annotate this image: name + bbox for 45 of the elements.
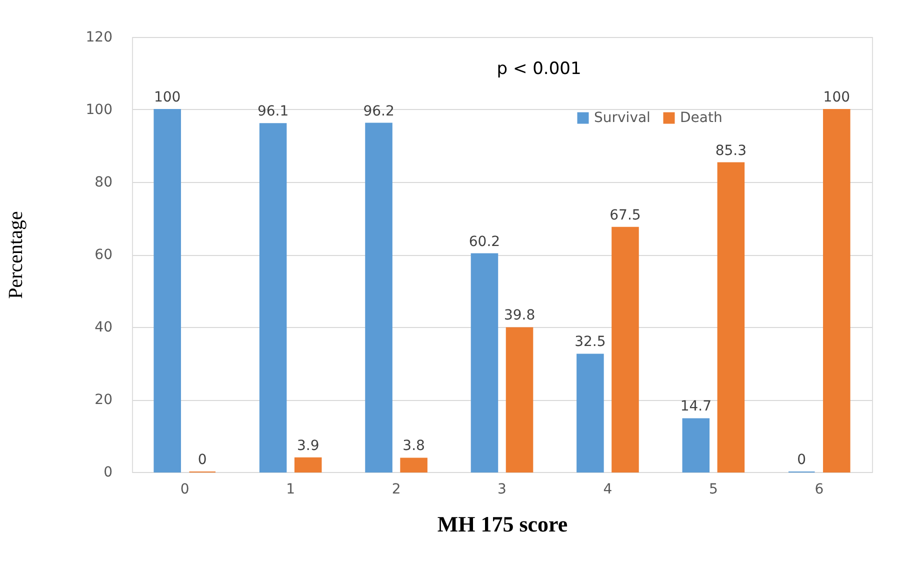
y-tick-label: 100 [86,102,112,118]
x-tick-label: 0 [180,482,190,498]
bar [400,458,428,472]
bar [682,418,710,472]
data-label: 67.5 [610,207,641,224]
x-tick-label: 2 [392,482,401,498]
legend-label: Survival [594,110,650,126]
bar [576,354,604,472]
data-label: 3.8 [402,438,425,454]
y-tick-label: 60 [94,247,112,263]
data-label: 96.1 [257,104,289,120]
y-tick-label: 80 [94,174,112,190]
y-tick-label: 0 [104,464,112,480]
data-label: 96.2 [363,103,394,120]
x-tick-label: 6 [814,482,824,498]
x-tick-label: 5 [708,482,718,498]
x-axis-title: MH 175 score [437,512,568,536]
data-label: 32.5 [574,334,606,350]
y-tick-label: 20 [94,392,112,408]
data-label: 3.9 [296,438,320,454]
bar [294,457,322,472]
bar [612,226,639,472]
data-label: 0 [797,452,806,468]
bar [717,162,745,472]
bar [470,253,498,472]
annotation: p < 0.001 [496,59,582,79]
data-label: 60.2 [468,234,500,250]
data-label: 85.3 [715,142,747,159]
bar [506,327,534,472]
legend-label: Death [680,110,722,126]
y-tick-label: 40 [94,320,112,336]
y-axis-title: Percentage [4,211,27,299]
data-label: 39.8 [504,308,536,324]
y-tick-label: 120 [86,30,112,46]
x-tick-label: 1 [286,482,296,498]
x-tick-label: 3 [498,482,506,498]
bar [823,109,850,472]
bar [154,109,181,472]
data-label: 100 [154,90,181,106]
data-label: 14.7 [680,398,712,415]
bar [365,122,392,472]
data-label: 100 [823,90,850,106]
data-label: 0 [198,452,207,468]
x-tick-label: 4 [603,482,612,498]
bar [259,123,287,472]
